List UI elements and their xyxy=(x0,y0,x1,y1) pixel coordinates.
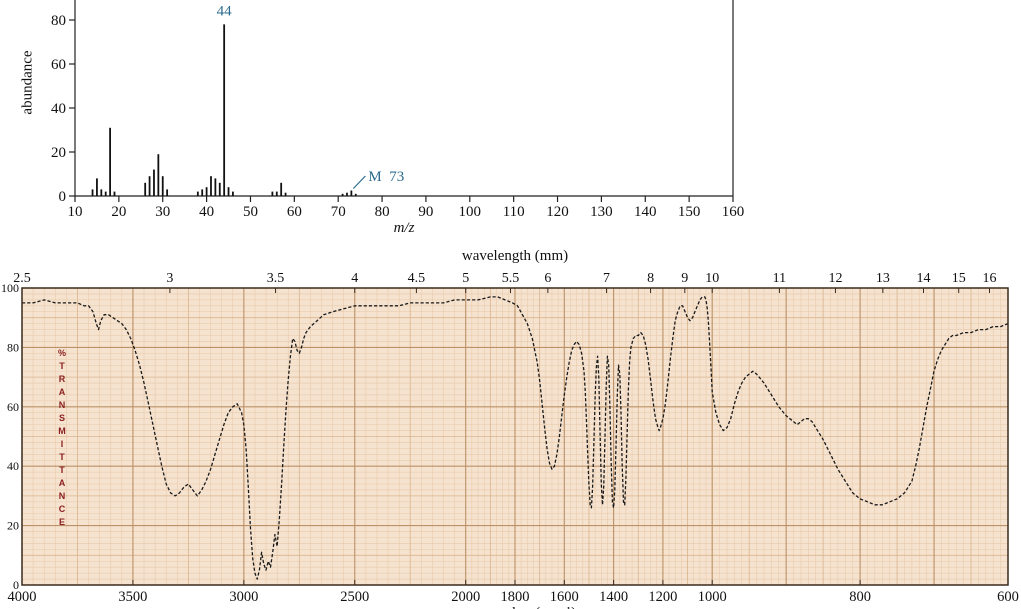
mass-spectrum-svg: 10 20 30 40 50 60 70 80 90 100 110 120 130 140 150 160 0… xyxy=(51,0,744,220)
svg-text:10: 10 xyxy=(705,271,719,286)
ir-plot: 2.5 3 3.5 4 4.5 5 5.5 6 7 8 9 10 11 12 13 14 15 16 4000 350… xyxy=(1,271,1019,605)
svg-text:6: 6 xyxy=(544,271,551,286)
svg-text:1200: 1200 xyxy=(648,589,677,605)
svg-text:60: 60 xyxy=(7,400,19,414)
svg-text:80: 80 xyxy=(375,204,390,220)
svg-text:7: 7 xyxy=(603,271,610,286)
ir-trace xyxy=(22,296,1009,580)
ir-top-axis-label: wavelength (mm) xyxy=(461,248,569,264)
svg-text:100: 100 xyxy=(459,204,482,220)
svg-text:5: 5 xyxy=(462,271,469,286)
svg-text:40: 40 xyxy=(199,204,214,220)
ir-bottom-ticks: 4000 3500 3000 2500 2000 1800 1600 1400 1200 1000… xyxy=(8,580,1019,605)
svg-text:1600: 1600 xyxy=(550,589,579,605)
svg-text:0: 0 xyxy=(13,578,19,592)
svg-text:70: 70 xyxy=(331,204,346,220)
svg-text:2500: 2500 xyxy=(340,589,369,605)
svg-text:600: 600 xyxy=(997,589,1019,605)
ir-top-ticks: 2.5 3 3.5 4 4.5 5 5.5 6 7 8 9 10 11 12 13 14 15 16 xyxy=(13,271,997,293)
svg-text:20: 20 xyxy=(111,204,126,220)
svg-text:3.5: 3.5 xyxy=(267,271,285,286)
svg-text:4: 4 xyxy=(351,271,358,286)
svg-text:13: 13 xyxy=(876,271,890,286)
svg-text:20: 20 xyxy=(7,519,19,533)
svg-text:15: 15 xyxy=(952,271,966,286)
svg-text:100: 100 xyxy=(1,281,19,295)
svg-text:40: 40 xyxy=(7,459,19,473)
svg-text:150: 150 xyxy=(678,204,701,220)
svg-text:1400: 1400 xyxy=(599,589,628,605)
svg-text:20: 20 xyxy=(51,145,66,161)
ms-plot: 10 20 30 40 50 60 70 80 90 100 110 120 130 140 150 160 0… xyxy=(51,0,744,220)
svg-text:3500: 3500 xyxy=(118,589,147,605)
svg-text:50: 50 xyxy=(243,204,258,220)
molecular-ion-label: M 73 xyxy=(368,169,404,185)
ms-x-ticks: 10 20 30 40 50 60 70 80 90 100 110 120 130 140 150 160 xyxy=(68,196,745,220)
svg-text:16: 16 xyxy=(983,271,997,286)
svg-text:90: 90 xyxy=(418,204,433,220)
svg-text:4.5: 4.5 xyxy=(408,271,426,286)
svg-text:110: 110 xyxy=(503,204,525,220)
svg-text:80: 80 xyxy=(51,13,66,29)
ms-y-axis-label: abundance xyxy=(19,50,36,115)
svg-text:120: 120 xyxy=(546,204,569,220)
svg-text:1800: 1800 xyxy=(501,589,530,605)
svg-text:4000: 4000 xyxy=(8,589,37,605)
ir-spectrum-svg: 2.5 3 3.5 4 4.5 5 5.5 6 7 8 9 10 11 12 13 14 15 16 4000 350… xyxy=(1,271,1019,605)
svg-text:8: 8 xyxy=(647,271,654,286)
base-peak-label: 44 xyxy=(217,3,233,19)
svg-text:14: 14 xyxy=(916,271,930,286)
svg-text:2000: 2000 xyxy=(451,589,480,605)
svg-text:80: 80 xyxy=(7,340,19,354)
ir-y-ticks: 100 80 60 40 20 0 xyxy=(1,281,19,592)
ms-annotations: 44 M 73 xyxy=(217,3,404,189)
svg-text:3000: 3000 xyxy=(229,589,258,605)
ir-y-axis-label: %TRANSMITTANCE xyxy=(57,348,67,530)
svg-text:3: 3 xyxy=(166,271,173,286)
svg-text:2.5: 2.5 xyxy=(13,271,31,286)
svg-text:800: 800 xyxy=(849,589,871,605)
svg-text:5.5: 5.5 xyxy=(502,271,520,286)
svg-text:1000: 1000 xyxy=(698,589,727,605)
ms-x-axis-label: m/z xyxy=(393,220,415,236)
svg-text:12: 12 xyxy=(828,271,842,286)
mass-spectrum-panel: 10 20 30 40 50 60 70 80 90 100 110 120 130 140 150 160 0… xyxy=(0,0,760,242)
svg-text:11: 11 xyxy=(773,271,786,286)
svg-text:0: 0 xyxy=(59,189,67,205)
ir-bottom-axis-label: wavenumber (cm⁻¹) xyxy=(22,603,1008,609)
ir-spectrum-panel: 2.5 3 3.5 4 4.5 5 5.5 6 7 8 9 10 11 12 13 14 15 16 4000 350… xyxy=(0,245,1021,609)
ms-y-ticks: 0 20 40 60 80 xyxy=(51,13,75,205)
svg-text:60: 60 xyxy=(287,204,302,220)
ms-bars xyxy=(91,24,357,196)
svg-text:130: 130 xyxy=(590,204,613,220)
ir-grid-major xyxy=(22,288,1008,585)
svg-text:10: 10 xyxy=(68,204,83,220)
svg-text:30: 30 xyxy=(155,204,170,220)
svg-text:160: 160 xyxy=(722,204,745,220)
svg-text:140: 140 xyxy=(634,204,657,220)
ms-frame xyxy=(74,0,734,197)
svg-text:9: 9 xyxy=(681,271,688,286)
svg-text:60: 60 xyxy=(51,57,66,73)
svg-text:40: 40 xyxy=(51,101,66,117)
